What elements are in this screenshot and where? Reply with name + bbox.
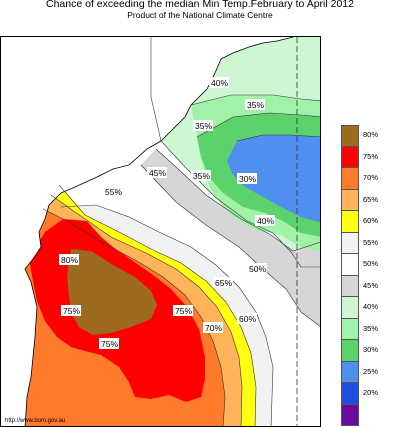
svg-text:35%: 35% <box>247 100 264 110</box>
legend-swatch <box>341 340 359 362</box>
legend-swatch <box>341 383 359 405</box>
legend: 80% 75% 70% 65% 60% 55% 50% 45% 40% 35% 30% 25% 20% <box>341 125 401 426</box>
legend-swatch <box>341 254 359 276</box>
contour-labels: 40% 35% 35% 45% 35% 30% 55% 40% 80% 50% … <box>59 77 275 349</box>
outlook-map: 40% 35% 35% 45% 35% 30% 55% 40% 80% 50% … <box>1 37 320 426</box>
legend-label: 55% <box>363 237 379 247</box>
svg-text:30%: 30% <box>239 174 256 184</box>
legend-label: 75% <box>363 151 379 161</box>
legend-item: 30% <box>341 340 401 362</box>
contour-label: 65% <box>213 277 233 288</box>
contour-label: 55% <box>103 186 123 197</box>
legend-item: 35% <box>341 318 401 340</box>
svg-text:80%: 80% <box>61 255 78 265</box>
svg-text:60%: 60% <box>239 314 256 324</box>
svg-text:45%: 45% <box>149 168 166 178</box>
legend-item: 75% <box>341 146 401 168</box>
legend-swatch <box>341 168 359 190</box>
legend-item: 60% <box>341 211 401 233</box>
svg-text:70%: 70% <box>205 323 222 333</box>
legend-label: 35% <box>363 323 379 333</box>
svg-text:40%: 40% <box>211 78 228 88</box>
contour-label: 80% <box>59 254 79 265</box>
contour-label: 40% <box>209 77 229 88</box>
contour-label: 35% <box>191 170 211 181</box>
legend-label: 45% <box>363 280 379 290</box>
svg-text:75%: 75% <box>175 306 192 316</box>
svg-text:50%: 50% <box>249 264 266 274</box>
legend-item: 40% <box>341 297 401 319</box>
source-url: http://www.bom.gov.au <box>5 418 66 424</box>
legend-label: 80% <box>363 130 379 139</box>
contour-label: 30% <box>237 173 257 184</box>
legend-swatch <box>341 125 359 147</box>
legend-item: 50% <box>341 254 401 276</box>
legend-label: 65% <box>363 194 379 204</box>
legend-label: 30% <box>363 345 379 354</box>
svg-text:35%: 35% <box>193 171 210 181</box>
legend-item: 45% <box>341 275 401 297</box>
legend-swatch <box>341 189 359 211</box>
legend-swatch <box>341 232 359 254</box>
coastline <box>24 37 294 426</box>
svg-text:75%: 75% <box>63 306 80 316</box>
map-title: Chance of exceeding the median Min Temp.… <box>46 0 354 10</box>
contour-label: 60% <box>237 313 257 324</box>
legend-label: 60% <box>363 216 379 225</box>
legend-label: 70% <box>363 173 379 182</box>
svg-text:55%: 55% <box>105 187 122 197</box>
contour-label: 75% <box>61 305 81 316</box>
contour-label: 45% <box>147 167 167 178</box>
legend-item: 65% <box>341 189 401 211</box>
legend-item: 20% <box>341 383 401 405</box>
map-subtitle: Product of the National Climate Centre <box>127 10 273 20</box>
legend-label: 25% <box>363 366 379 376</box>
legend-label: 40% <box>363 302 379 311</box>
contour-label: 75% <box>99 338 119 349</box>
legend-swatch <box>341 361 359 383</box>
svg-text:40%: 40% <box>257 216 274 226</box>
contour-label: 35% <box>193 120 213 131</box>
map-frame: 40% 35% 35% 45% 35% 30% 55% 40% 80% 50% … <box>0 36 321 427</box>
legend-item: 80% <box>341 125 401 147</box>
contour-label: 70% <box>203 322 223 333</box>
contour-label: 40% <box>255 215 275 226</box>
contour-label: 50% <box>247 263 267 274</box>
legend-item: 55% <box>341 232 401 254</box>
legend-label: 50% <box>363 259 379 268</box>
svg-text:35%: 35% <box>195 121 212 131</box>
svg-text:65%: 65% <box>215 278 232 288</box>
legend-item <box>341 404 401 426</box>
contour-lines <box>42 37 320 426</box>
contour-label: 75% <box>173 305 193 316</box>
contour-label: 35% <box>245 99 265 110</box>
legend-swatch <box>341 275 359 297</box>
legend-swatch <box>341 318 359 340</box>
legend-swatch <box>341 297 359 319</box>
legend-item: 70% <box>341 168 401 190</box>
legend-label: 20% <box>363 388 379 397</box>
legend-swatch <box>341 404 359 426</box>
legend-item: 25% <box>341 361 401 383</box>
legend-swatch <box>341 146 359 168</box>
svg-text:75%: 75% <box>101 339 118 349</box>
legend-swatch <box>341 211 359 233</box>
